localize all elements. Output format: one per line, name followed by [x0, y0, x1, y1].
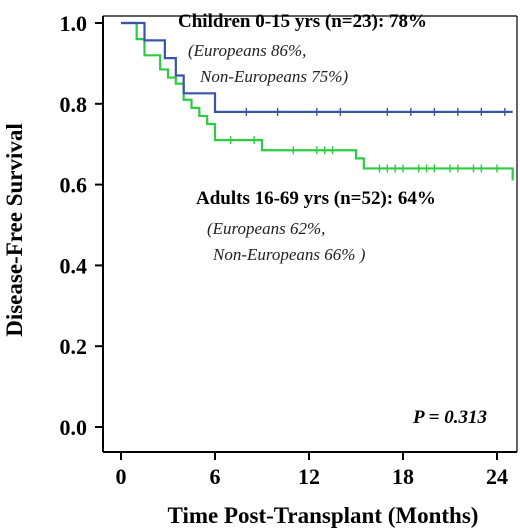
x-axis-title: Time Post-Transplant (Months)	[168, 503, 479, 528]
p-value: P = 0.313	[412, 407, 487, 428]
x-tick-label: 12	[298, 464, 320, 489]
x-tick-label: 18	[392, 464, 414, 489]
y-axis-ticks: 0.0 0.2 0.4 0.6 0.8 1.0	[60, 11, 103, 440]
adults-sub-1: (Europeans 62%,	[207, 219, 325, 238]
x-axis-ticks: 0 6 12 18 24	[116, 452, 508, 489]
x-tick-label: 24	[486, 464, 508, 489]
y-tick-label: 0.0	[60, 415, 88, 440]
adults-curve	[121, 21, 514, 181]
y-tick-label: 0.4	[60, 253, 88, 278]
children-sub-1: (Europeans 86%,	[188, 41, 306, 60]
adults-label: Adults 16-69 yrs (n=52): 64%	[196, 188, 436, 209]
y-tick-label: 0.8	[60, 92, 88, 117]
y-tick-label: 1.0	[60, 11, 88, 36]
children-label: Children 0-15 yrs (n=23): 78%	[178, 11, 427, 32]
adults-sub-2: Non-Europeans 66% )	[212, 245, 366, 264]
plot-frame	[102, 15, 518, 453]
y-tick-label: 0.6	[60, 173, 88, 198]
y-tick-label: 0.2	[60, 334, 88, 359]
x-tick-label: 6	[210, 464, 221, 489]
series-layer	[121, 21, 514, 181]
y-axis-title: Disease-Free Survival	[2, 123, 27, 337]
children-curve	[121, 21, 513, 113]
children-sub-2: Non-Europeans 75%)	[199, 67, 348, 86]
x-tick-label: 0	[116, 464, 127, 489]
